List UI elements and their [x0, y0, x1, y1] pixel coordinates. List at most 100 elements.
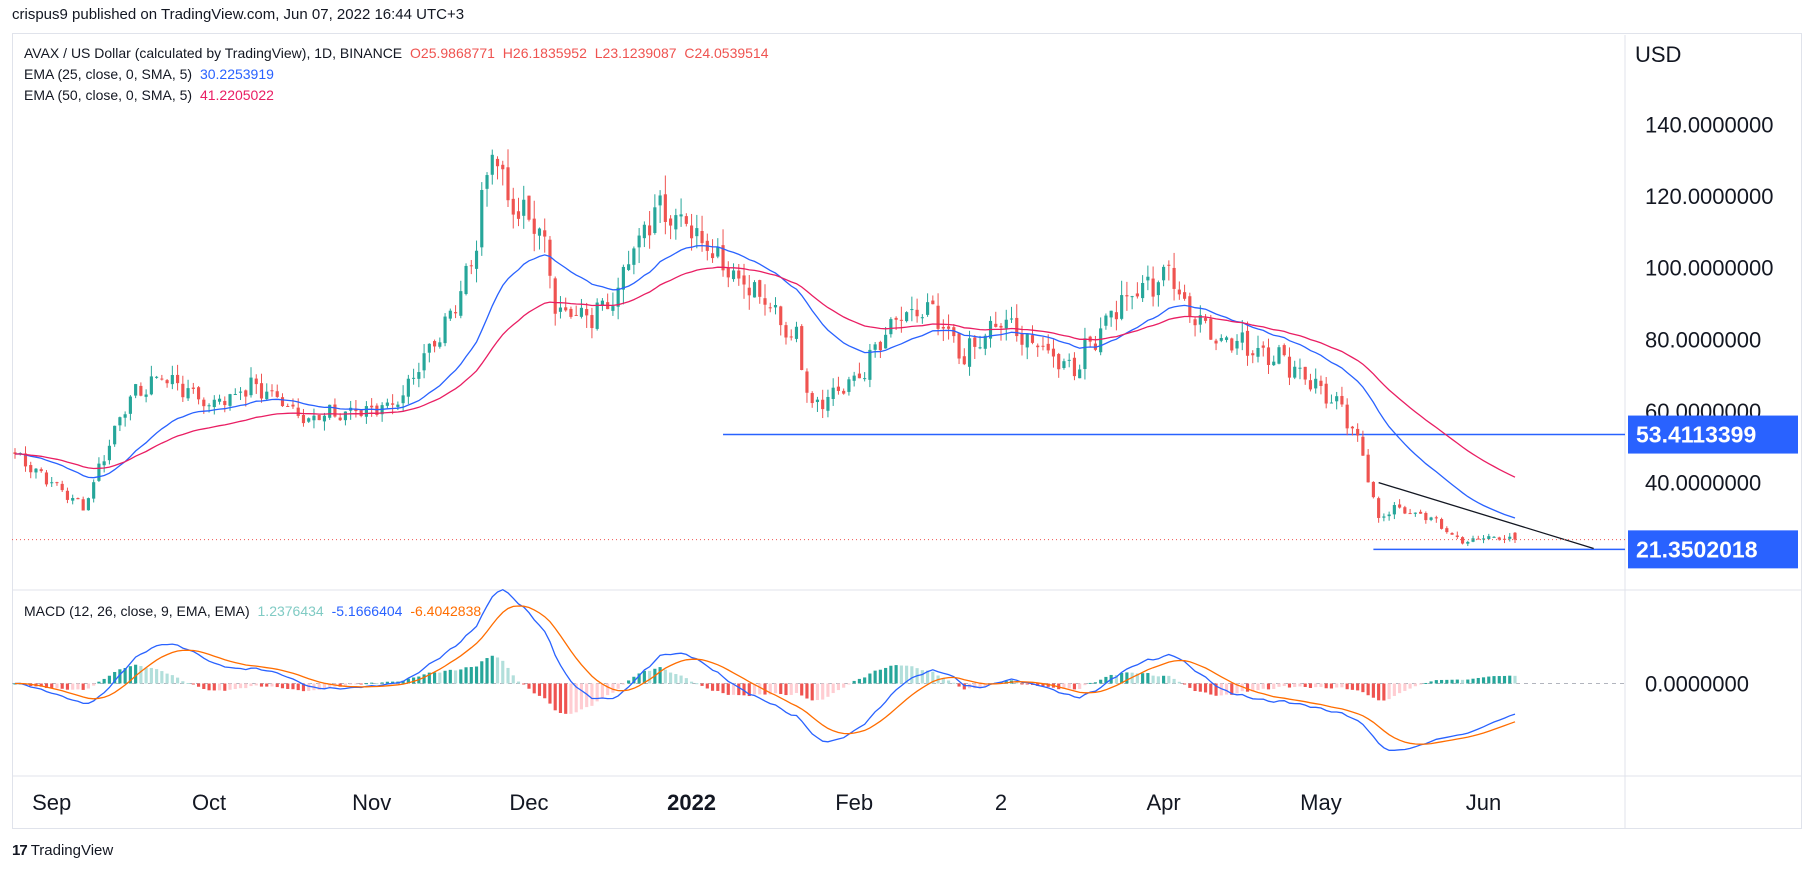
candle-body [1025, 333, 1029, 348]
candle-body [1072, 357, 1077, 377]
macd-histogram-bar [1513, 675, 1517, 684]
candle-body [338, 417, 342, 421]
candle-body [579, 307, 584, 317]
candle-body [301, 414, 306, 424]
candle-body [789, 336, 793, 338]
price-tick-label: 140.0000000 [1645, 113, 1773, 138]
candle-body [1062, 361, 1066, 369]
candle-body [23, 453, 28, 467]
macd-histogram-bar [669, 672, 673, 684]
macd-histogram-bar [123, 668, 127, 684]
candle-body [50, 482, 54, 484]
ema50-legend-label: EMA (50, close, 0, SMA, 5) [24, 87, 193, 103]
candle-body [155, 376, 159, 378]
candle-body [1424, 512, 1428, 521]
macd-histogram-bar [1413, 683, 1417, 687]
candle-body [1245, 330, 1250, 356]
candle-body [810, 393, 814, 404]
macd-histogram-bar [1099, 679, 1103, 684]
candle-body [107, 445, 111, 461]
candle-body [569, 308, 573, 317]
candle-body [1046, 343, 1050, 351]
candle-body [1083, 338, 1087, 370]
macd-histogram-bar [658, 667, 662, 684]
candle-body [920, 317, 924, 319]
macd-histogram-bar [1324, 683, 1328, 689]
macd-histogram-bar [160, 671, 164, 684]
candle-body [181, 383, 185, 398]
candle-body [354, 408, 358, 412]
price-tick-label: 40.0000000 [1645, 471, 1761, 496]
candle-body [1036, 345, 1040, 348]
candle-body [931, 300, 935, 305]
candle-body [1015, 317, 1019, 337]
macd-histogram-bar [170, 675, 174, 684]
macd-histogram-bar [831, 683, 835, 694]
candle-body [690, 225, 694, 239]
macd-histogram-bar [322, 683, 327, 689]
candle-body [973, 337, 977, 347]
candle-body [800, 326, 804, 370]
macd-histogram-bar [889, 665, 893, 684]
legend-close: C24.0539514 [684, 45, 769, 61]
candle-body [228, 394, 232, 406]
macd-histogram-bar [768, 683, 772, 695]
macd-histogram-bar [1308, 683, 1313, 688]
legend-low: L23.1239087 [594, 45, 677, 61]
candle-body [737, 270, 741, 279]
tradingview-logo-icon: 17 [12, 842, 28, 859]
macd-histogram-bar [679, 675, 683, 684]
macd-histogram-bar [684, 678, 688, 684]
candle-body [946, 326, 951, 329]
macd-histogram-bar [543, 683, 547, 699]
candle-body [254, 378, 258, 385]
candle-body [1508, 536, 1512, 539]
candle-body [716, 247, 720, 257]
macd-histogram-bar [1403, 683, 1407, 691]
candle-body [679, 214, 683, 217]
candle-body [1277, 347, 1281, 364]
macd-histogram-bar [443, 670, 447, 684]
macd-histogram-bar [726, 683, 730, 695]
candle-body [1020, 333, 1024, 345]
macd-legend-label: MACD (12, 26, close, 9, EMA, EMA) [24, 603, 250, 619]
legend-open: O25.9868771 [410, 45, 495, 61]
macd-histogram-bar [244, 683, 248, 689]
macd-histogram-bar [700, 683, 704, 686]
candle-body [480, 189, 484, 248]
candle-body [962, 356, 966, 365]
candle-body [941, 326, 945, 329]
candle-body [401, 395, 405, 404]
macd-histogram-bar [548, 683, 552, 704]
candle-body [1476, 538, 1480, 540]
macd-histogram-bar [1146, 673, 1150, 684]
macd-histogram-bar [97, 681, 101, 684]
candle-body [637, 235, 641, 248]
candle-body [291, 404, 295, 407]
candle-body [889, 319, 893, 335]
macd-histogram-bar [1371, 683, 1375, 698]
candle-body [773, 305, 778, 308]
candle-body [1419, 511, 1423, 514]
macd-histogram-bar [926, 670, 930, 684]
macd-histogram-bar [779, 683, 783, 695]
macd-histogram-bar [1162, 675, 1166, 684]
macd-histogram-bar [1287, 683, 1292, 688]
macd-histogram-bar [1261, 683, 1265, 689]
candle-body [1203, 317, 1208, 321]
candle-body [191, 387, 195, 389]
macd-histogram-bar [1329, 683, 1334, 689]
candle-body [658, 195, 662, 206]
macd-histogram-bar [1277, 683, 1281, 687]
candle-body [86, 498, 90, 511]
footer-brand[interactable]: 17 TradingView [12, 842, 113, 859]
macd-histogram-bar [301, 683, 306, 692]
candle-body [1057, 354, 1061, 370]
macd-histogram-bar [1440, 679, 1444, 684]
macd-histogram-bar [632, 676, 636, 684]
macd-histogram-bar [627, 680, 631, 684]
candle-body [522, 199, 526, 216]
macd-histogram-bar [207, 683, 211, 691]
macd-histogram-bar [1497, 676, 1501, 684]
